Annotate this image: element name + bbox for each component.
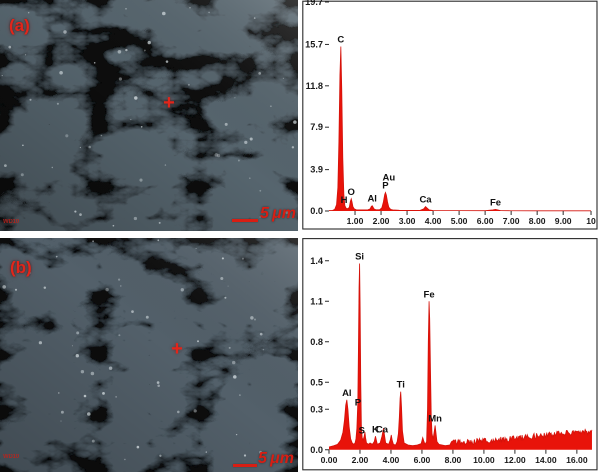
svg-text:7.9: 7.9 bbox=[310, 122, 323, 132]
svg-text:P: P bbox=[355, 397, 362, 408]
svg-text:1.00: 1.00 bbox=[347, 216, 364, 226]
svg-text:8.00: 8.00 bbox=[445, 455, 462, 465]
svg-text:1.4: 1.4 bbox=[310, 256, 324, 266]
svg-text:2.00: 2.00 bbox=[373, 216, 390, 226]
svg-text:8.00: 8.00 bbox=[529, 216, 546, 226]
svg-text:12.00: 12.00 bbox=[504, 455, 526, 465]
svg-text:0.5: 0.5 bbox=[310, 377, 323, 387]
svg-text:7.00: 7.00 bbox=[503, 216, 520, 226]
svg-text:0.3: 0.3 bbox=[310, 404, 323, 414]
svg-text:6.00: 6.00 bbox=[477, 216, 494, 226]
svg-text:4.00: 4.00 bbox=[425, 216, 442, 226]
svg-text:10.00: 10.00 bbox=[473, 455, 495, 465]
svg-text:0.0: 0.0 bbox=[310, 445, 323, 455]
svg-text:10: 10 bbox=[586, 216, 596, 226]
svg-text:Au: Au bbox=[383, 172, 396, 183]
svg-text:0.0: 0.0 bbox=[310, 206, 323, 216]
svg-text:Si: Si bbox=[355, 251, 364, 262]
svg-text:4.00: 4.00 bbox=[383, 455, 400, 465]
svg-text:C: C bbox=[337, 35, 344, 46]
svg-text:1.1: 1.1 bbox=[310, 296, 323, 306]
svg-text:H: H bbox=[341, 195, 348, 206]
svg-text:9.00: 9.00 bbox=[555, 216, 572, 226]
svg-text:Fe: Fe bbox=[490, 197, 501, 208]
svg-text:3.00: 3.00 bbox=[399, 216, 416, 226]
svg-text:5.00: 5.00 bbox=[451, 216, 468, 226]
svg-text:15.7: 15.7 bbox=[305, 39, 323, 49]
svg-text:Ti: Ti bbox=[397, 380, 405, 391]
svg-text:11.8: 11.8 bbox=[306, 81, 323, 91]
svg-text:Ca: Ca bbox=[419, 195, 432, 206]
svg-text:14.00: 14.00 bbox=[535, 455, 557, 465]
svg-text:3.9: 3.9 bbox=[310, 165, 323, 175]
svg-text:Al: Al bbox=[342, 388, 352, 399]
svg-text:O: O bbox=[348, 187, 355, 198]
svg-text:Fe: Fe bbox=[424, 289, 435, 300]
svg-text:Mn: Mn bbox=[428, 413, 442, 424]
svg-text:6.00: 6.00 bbox=[414, 455, 431, 465]
svg-text:0.8: 0.8 bbox=[310, 337, 323, 347]
svg-text:19.7: 19.7 bbox=[305, 0, 323, 7]
svg-text:S: S bbox=[359, 426, 365, 437]
svg-text:2.00: 2.00 bbox=[352, 455, 369, 465]
svg-text:16.00: 16.00 bbox=[566, 455, 588, 465]
svg-text:Al: Al bbox=[367, 194, 377, 205]
svg-text:Ca: Ca bbox=[376, 424, 389, 435]
svg-text:0.00: 0.00 bbox=[321, 455, 338, 465]
